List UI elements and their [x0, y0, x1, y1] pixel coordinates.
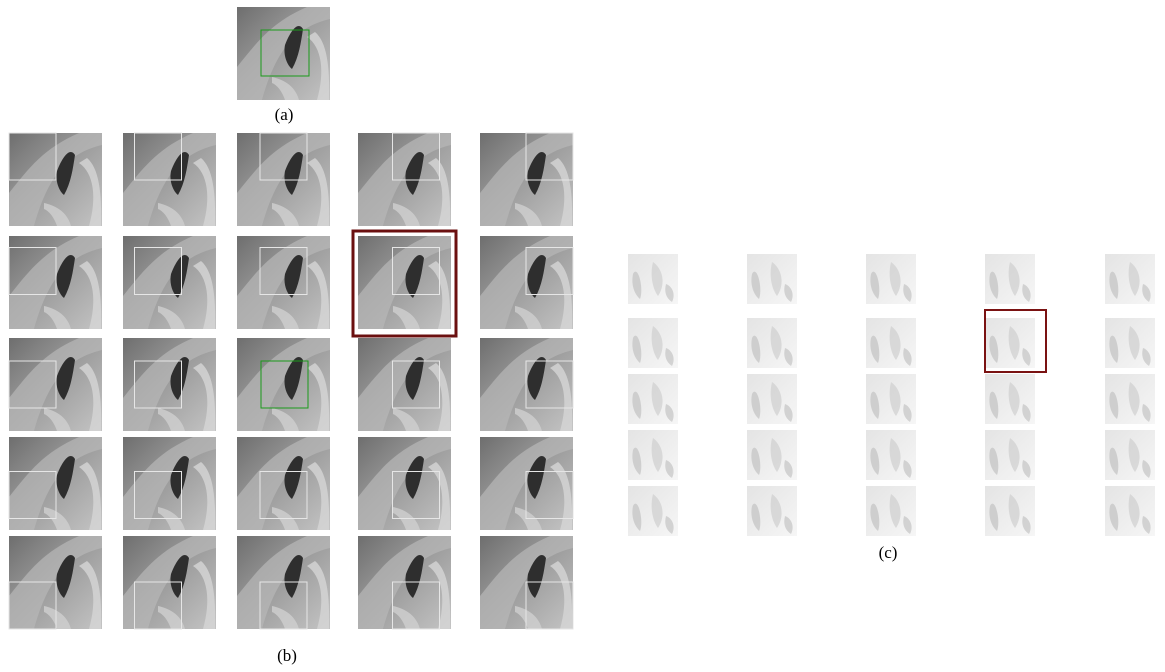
feature-map	[985, 318, 1035, 368]
candidate-image	[123, 338, 216, 431]
candidate-image	[237, 437, 330, 530]
feature-map	[628, 374, 678, 424]
feature-map	[866, 374, 916, 424]
figure: (a) (b) (c)	[0, 0, 1165, 672]
query-image	[237, 7, 330, 100]
feature-map	[985, 254, 1035, 304]
candidate-image	[237, 236, 330, 329]
image-tiles	[9, 7, 1155, 629]
feature-map	[985, 486, 1035, 536]
feature-map	[628, 318, 678, 368]
feature-map	[1105, 374, 1155, 424]
feature-map	[1105, 486, 1155, 536]
feature-map	[747, 374, 797, 424]
feature-map	[628, 430, 678, 480]
feature-map	[866, 486, 916, 536]
feature-map	[1105, 254, 1155, 304]
feature-map	[866, 318, 916, 368]
feature-map	[985, 430, 1035, 480]
caption-a: (a)	[275, 105, 294, 124]
candidate-image	[123, 437, 216, 530]
feature-map	[866, 254, 916, 304]
caption-b: (b)	[277, 646, 297, 665]
feature-map	[985, 374, 1035, 424]
feature-map	[628, 254, 678, 304]
feature-map	[747, 430, 797, 480]
candidate-image	[237, 338, 330, 431]
feature-map	[747, 254, 797, 304]
caption-c: (c)	[879, 543, 898, 562]
feature-map	[747, 318, 797, 368]
candidate-image	[358, 338, 451, 431]
candidate-image	[358, 437, 451, 530]
feature-map	[628, 486, 678, 536]
feature-map	[747, 486, 797, 536]
candidate-image	[358, 236, 451, 329]
feature-map	[1105, 318, 1155, 368]
feature-map	[1105, 430, 1155, 480]
feature-map	[866, 430, 916, 480]
candidate-image	[123, 236, 216, 329]
